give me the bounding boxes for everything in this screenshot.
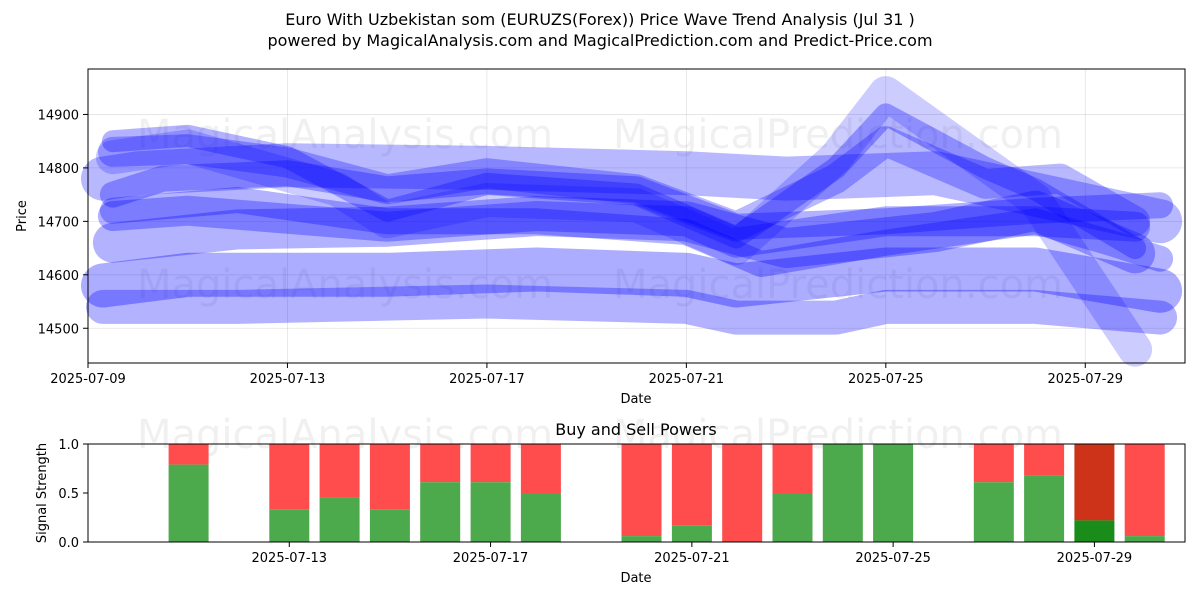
price-y-tick-label: 14700: [38, 215, 79, 230]
sell-power-bar: [1124, 444, 1165, 537]
watermark-text: MagicalAnalysis.com: [137, 262, 553, 308]
sell-power-bar: [1024, 444, 1065, 476]
powers-x-tick-label: 2025-07-13: [252, 551, 328, 566]
sell-power-bar: [772, 444, 813, 493]
buy-power-bar: [621, 536, 662, 542]
powers-y-axis-label: Signal Strength: [35, 443, 50, 543]
buy-power-bar: [1024, 475, 1065, 542]
price-y-tick-label: 14500: [38, 322, 79, 337]
sell-power-bar: [1074, 444, 1115, 521]
sell-power-bar: [369, 444, 410, 510]
watermark-text: MagicalAnalysis.com: [137, 112, 553, 158]
chart-subtitle: powered by MagicalAnalysis.com and Magic…: [267, 31, 933, 50]
price-y-tick-label: 14900: [38, 108, 79, 123]
buy-power-bar: [470, 482, 511, 542]
price-x-axis-label: Date: [620, 392, 651, 407]
sell-power-bar: [973, 444, 1014, 483]
price-wave-band: [99, 160, 1174, 240]
price-wave-band: [97, 195, 1151, 258]
powers-x-tick-label: 2025-07-21: [654, 551, 730, 566]
powers-axes: 2025-07-13 2025-07-17 2025-07-21 2025-07-25…: [58, 438, 1132, 566]
sell-power-bar: [470, 444, 511, 483]
buy-power-bar: [772, 493, 813, 542]
price-wave-band: [86, 284, 1178, 335]
buy-power-bar: [671, 525, 712, 542]
price-x-tick-label: 2025-07-17: [449, 372, 525, 387]
buy-power-bar: [973, 482, 1014, 542]
price-wave-band: [101, 103, 1147, 260]
buy-power-bar: [822, 444, 863, 542]
buy-power-bar: [369, 509, 410, 542]
price-wave-band: [81, 247, 1183, 313]
powers-y-tick-label: 0.5: [58, 487, 79, 502]
price-wave-band: [81, 143, 1183, 244]
buy-power-bar: [873, 444, 914, 542]
price-x-tick-label: 2025-07-25: [848, 372, 924, 387]
buy-power-bar: [168, 464, 209, 542]
sell-power-bar: [420, 444, 461, 483]
sell-power-bar: [269, 444, 310, 510]
powers-y-tick-label: 0.0: [58, 536, 79, 551]
powers-x-tick-label: 2025-07-29: [1057, 551, 1133, 566]
buy-power-bar: [269, 509, 310, 542]
buy-power-bar: [319, 497, 360, 542]
sell-power-bar: [671, 444, 712, 526]
price-plot-frame: [87, 68, 1186, 364]
price-x-tick-label: 2025-07-13: [250, 372, 326, 387]
price-y-tick-label: 14600: [38, 269, 79, 284]
price-x-tick-label: 2025-07-09: [50, 372, 126, 387]
sell-power-bar: [722, 444, 763, 542]
watermark-text: MagicalPrediction.com: [613, 112, 1063, 158]
price-x-tick-label: 2025-07-21: [649, 372, 725, 387]
watermark-text: MagicalPrediction.com: [613, 262, 1063, 308]
price-wave-band: [97, 126, 1151, 242]
powers-x-axis-label: Date: [620, 571, 651, 586]
powers-y-tick-label: 1.0: [58, 438, 79, 453]
powers-x-tick-label: 2025-07-25: [855, 551, 931, 566]
sell-power-bar: [319, 444, 360, 498]
price-wave-band: [92, 190, 1156, 274]
chart-title: Euro With Uzbekistan som (EURUZS(Forex))…: [285, 10, 915, 29]
price-x-tick-label: 2025-07-29: [1047, 372, 1123, 387]
buy-power-bar: [520, 493, 561, 542]
power-bars: [168, 444, 1165, 542]
buy-power-bar: [1124, 536, 1165, 542]
sell-power-bar: [621, 444, 662, 537]
sell-power-bar: [520, 444, 561, 493]
watermark-layer: MagicalAnalysis.com MagicalPrediction.com…: [137, 112, 1063, 458]
price-y-tick-label: 14800: [38, 162, 79, 177]
price-wave-band: [95, 76, 1153, 367]
powers-x-tick-label: 2025-07-17: [453, 551, 529, 566]
price-axes: 2025-07-09 2025-07-13 2025-07-17 2025-07-21…: [38, 108, 1123, 387]
buy-power-bar: [1074, 520, 1115, 542]
price-wave-bands: [81, 76, 1183, 367]
price-wave-band: [99, 187, 1174, 278]
powers-chart-title: Buy and Sell Powers: [555, 420, 717, 439]
sell-power-bar: [168, 444, 209, 465]
buy-power-bar: [420, 482, 461, 542]
price-y-axis-label: Price: [15, 200, 30, 232]
